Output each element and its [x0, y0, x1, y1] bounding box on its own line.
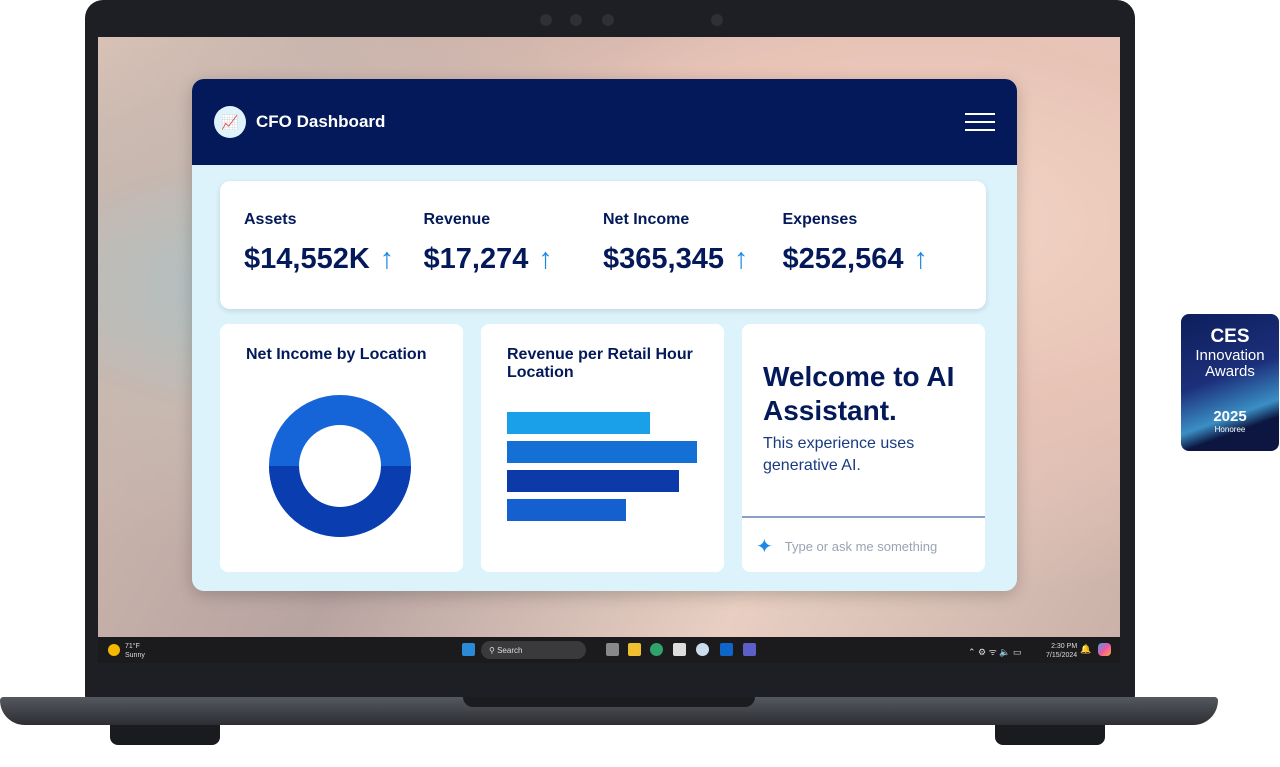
assistant-input[interactable]: ✦ Type or ask me something	[742, 516, 985, 575]
camera-icon	[602, 14, 614, 26]
weather-desc: Sunny	[125, 652, 145, 659]
time: 2:30 PM	[1051, 643, 1078, 650]
revenue-per-hour-card[interactable]: Revenue per Retail Hour Location	[481, 324, 724, 572]
laptop-foot	[110, 725, 220, 745]
kpi-assets: Assets $14,552K ↑	[244, 211, 424, 279]
clock[interactable]: 2:30 PM 7/15/2024	[1046, 642, 1077, 660]
sensor-icon	[570, 14, 582, 26]
hamburger-icon[interactable]	[965, 107, 995, 137]
edge-icon[interactable]	[650, 643, 663, 656]
sensor-icon	[540, 14, 552, 26]
windows-start-icon[interactable]	[462, 643, 475, 656]
ces-award-badge: CES Innovation Awards 2025 Honoree	[1181, 314, 1279, 451]
task-view-icon[interactable]	[606, 643, 619, 656]
kpi-label: Expenses	[782, 211, 858, 228]
badge-line2: Awards	[1205, 363, 1255, 380]
sparkle-icon: ✦	[756, 536, 773, 558]
kpi-value: $252,564	[782, 243, 904, 275]
copilot-icon[interactable]	[1098, 643, 1111, 656]
card-title: Net Income by Location	[246, 346, 427, 363]
page-title: CFO Dashboard	[256, 112, 386, 131]
assistant-subtitle: This experience uses generative AI.	[763, 435, 915, 474]
search-box[interactable]: ⚲ Search	[481, 641, 586, 659]
ai-assistant-card: Welcome to AI Assistant. This experience…	[742, 324, 985, 572]
store-icon[interactable]	[673, 643, 686, 656]
kpi-value: $14,552K	[244, 243, 370, 275]
kpi-value: $17,274	[423, 243, 529, 275]
kpi-expenses: Expenses $252,564 ↑	[783, 211, 963, 279]
arrow-up-icon: ↑	[379, 243, 395, 275]
bar	[507, 470, 679, 492]
badge-line1: Innovation	[1195, 347, 1265, 364]
assistant-heading: Welcome to AI Assistant.	[763, 361, 955, 426]
lid-notch	[463, 697, 755, 707]
cfo-dashboard: 📈 CFO Dashboard Assets $14,552K ↑ Revenue $…	[192, 79, 1017, 591]
net-income-card[interactable]: Net Income by Location	[220, 324, 463, 572]
system-tray-icons[interactable]: ⌃ ⚙ ᯤ 🔈 ▭	[968, 647, 1022, 657]
kpi-revenue: Revenue $17,274 ↑	[424, 211, 604, 279]
dashboard-header: 📈 CFO Dashboard	[192, 79, 1017, 165]
kpi-label: Net Income	[603, 211, 690, 228]
bar	[507, 499, 626, 521]
bar	[507, 412, 650, 434]
weather-temp: 71°F	[125, 643, 140, 650]
bar	[507, 441, 697, 463]
kpi-panel: Assets $14,552K ↑ Revenue $17,274 ↑ Net Inco…	[220, 181, 986, 309]
arrow-up-icon: ↑	[913, 243, 928, 275]
kpi-label: Revenue	[423, 211, 491, 228]
chart-growth-icon: 📈	[214, 106, 246, 138]
donut-segment	[269, 465, 411, 537]
kpi-label: Assets	[244, 211, 297, 228]
laptop-foot	[995, 725, 1105, 745]
ces-logo: CES	[1210, 326, 1250, 347]
date: 7/15/2024	[1046, 652, 1078, 659]
card-title: Revenue per Retail Hour Location	[507, 346, 693, 381]
app-icon[interactable]	[696, 643, 709, 656]
badge-year: 2025	[1213, 408, 1247, 425]
screen: 📈 CFO Dashboard Assets $14,552K ↑ Revenue $…	[98, 37, 1120, 663]
outlook-icon[interactable]	[720, 643, 733, 656]
sensor-icon	[711, 14, 723, 26]
file-explorer-icon[interactable]	[628, 643, 641, 656]
sun-icon[interactable]	[108, 644, 120, 656]
arrow-up-icon: ↑	[538, 243, 553, 275]
teams-icon[interactable]	[743, 643, 756, 656]
search-label: Search	[497, 646, 523, 655]
kpi-value: $365,345	[603, 243, 724, 275]
badge-status: Honoree	[1214, 425, 1246, 434]
bell-icon[interactable]: 🔔	[1080, 644, 1092, 654]
taskbar: 71°F Sunny ⚲ Search ⌃ ⚙ ᯤ 🔈 ▭ 2:30 PM 7/15…	[98, 637, 1120, 663]
arrow-up-icon: ↑	[733, 243, 749, 275]
weather-widget[interactable]: 71°F Sunny	[125, 642, 145, 660]
assistant-placeholder: Type or ask me something	[784, 539, 938, 554]
kpi-net-income: Net Income $365,345 ↑	[603, 211, 783, 279]
donut-chart	[269, 395, 411, 537]
